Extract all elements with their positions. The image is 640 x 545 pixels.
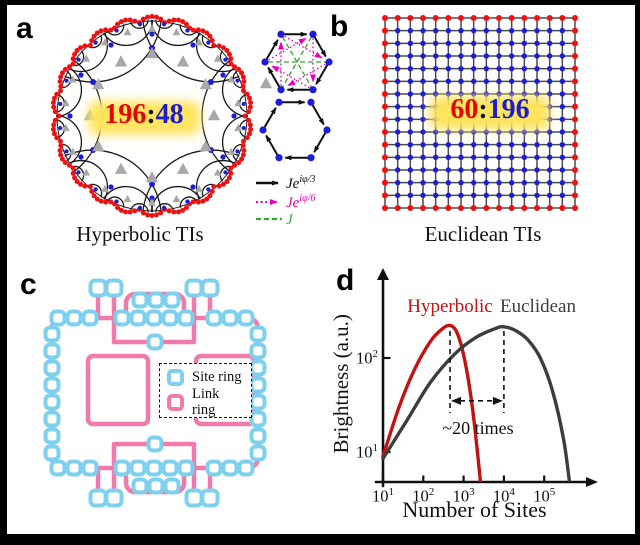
site-ring-label: Site ring <box>192 369 242 386</box>
ring-resonator-panel <box>43 278 267 508</box>
panel-letter-b: b <box>330 10 349 43</box>
tick-label: 101 <box>356 442 378 462</box>
legend-label-nnn: Jeiφ/6 <box>286 193 316 211</box>
link-ring-legend-row: Link ring <box>167 386 244 418</box>
ring-legend-box: Site ring Link ring <box>159 363 252 418</box>
tick-label: 101 <box>372 486 394 506</box>
hexagon-cell-full-couplings <box>261 30 333 94</box>
panel-letter-c: c <box>20 268 37 301</box>
brightness-chart-panel <box>374 268 598 488</box>
ratio-glow <box>430 96 550 130</box>
bulk-count: 196 <box>487 94 530 125</box>
legend-label-diag: J <box>286 212 293 228</box>
link-ring-label: Link ring <box>192 386 220 419</box>
euclidean-ratio-label: 60:196 <box>428 94 552 132</box>
tick-label: 102 <box>356 348 378 368</box>
ratio-separator: : <box>478 94 488 125</box>
site-ring-legend-row: Site ring <box>167 369 244 386</box>
site-ring-icon <box>167 369 184 386</box>
bulk-count: 48 <box>155 99 184 130</box>
ratio-separator: : <box>146 99 156 130</box>
boundary-count: 60 <box>450 94 479 125</box>
ratio-annotation: ~20 times <box>442 418 514 438</box>
curve-hyperbolic <box>381 323 482 482</box>
figure-background <box>7 5 635 534</box>
hyperbolic-caption: Hyperbolic TIs <box>76 222 204 246</box>
hyperbolic-curve-label: Hyperbolic <box>407 296 493 317</box>
hexagon-cell-edge-couplings <box>259 98 331 162</box>
panel-letter-d: d <box>336 264 355 297</box>
euclidean-curve-label: Euclidean <box>500 296 576 317</box>
panel-letter-a: a <box>16 12 33 45</box>
x-axis-label: Number of Sites <box>402 497 547 522</box>
link-ring-icon <box>167 393 184 411</box>
euclidean-caption: Euclidean TIs <box>424 222 542 246</box>
hyperbolic-ratio-label: 196:48 <box>86 99 202 137</box>
curve-euclidean <box>381 324 571 482</box>
tick-label: 105 <box>533 486 556 506</box>
legend-label-nn: Jeiφ/3 <box>286 174 316 192</box>
tick-label: 102 <box>412 486 435 506</box>
tick-label: 104 <box>492 486 515 506</box>
tick-label: 103 <box>452 486 475 506</box>
ratio-glow <box>88 101 200 135</box>
boundary-count: 196 <box>104 99 147 130</box>
